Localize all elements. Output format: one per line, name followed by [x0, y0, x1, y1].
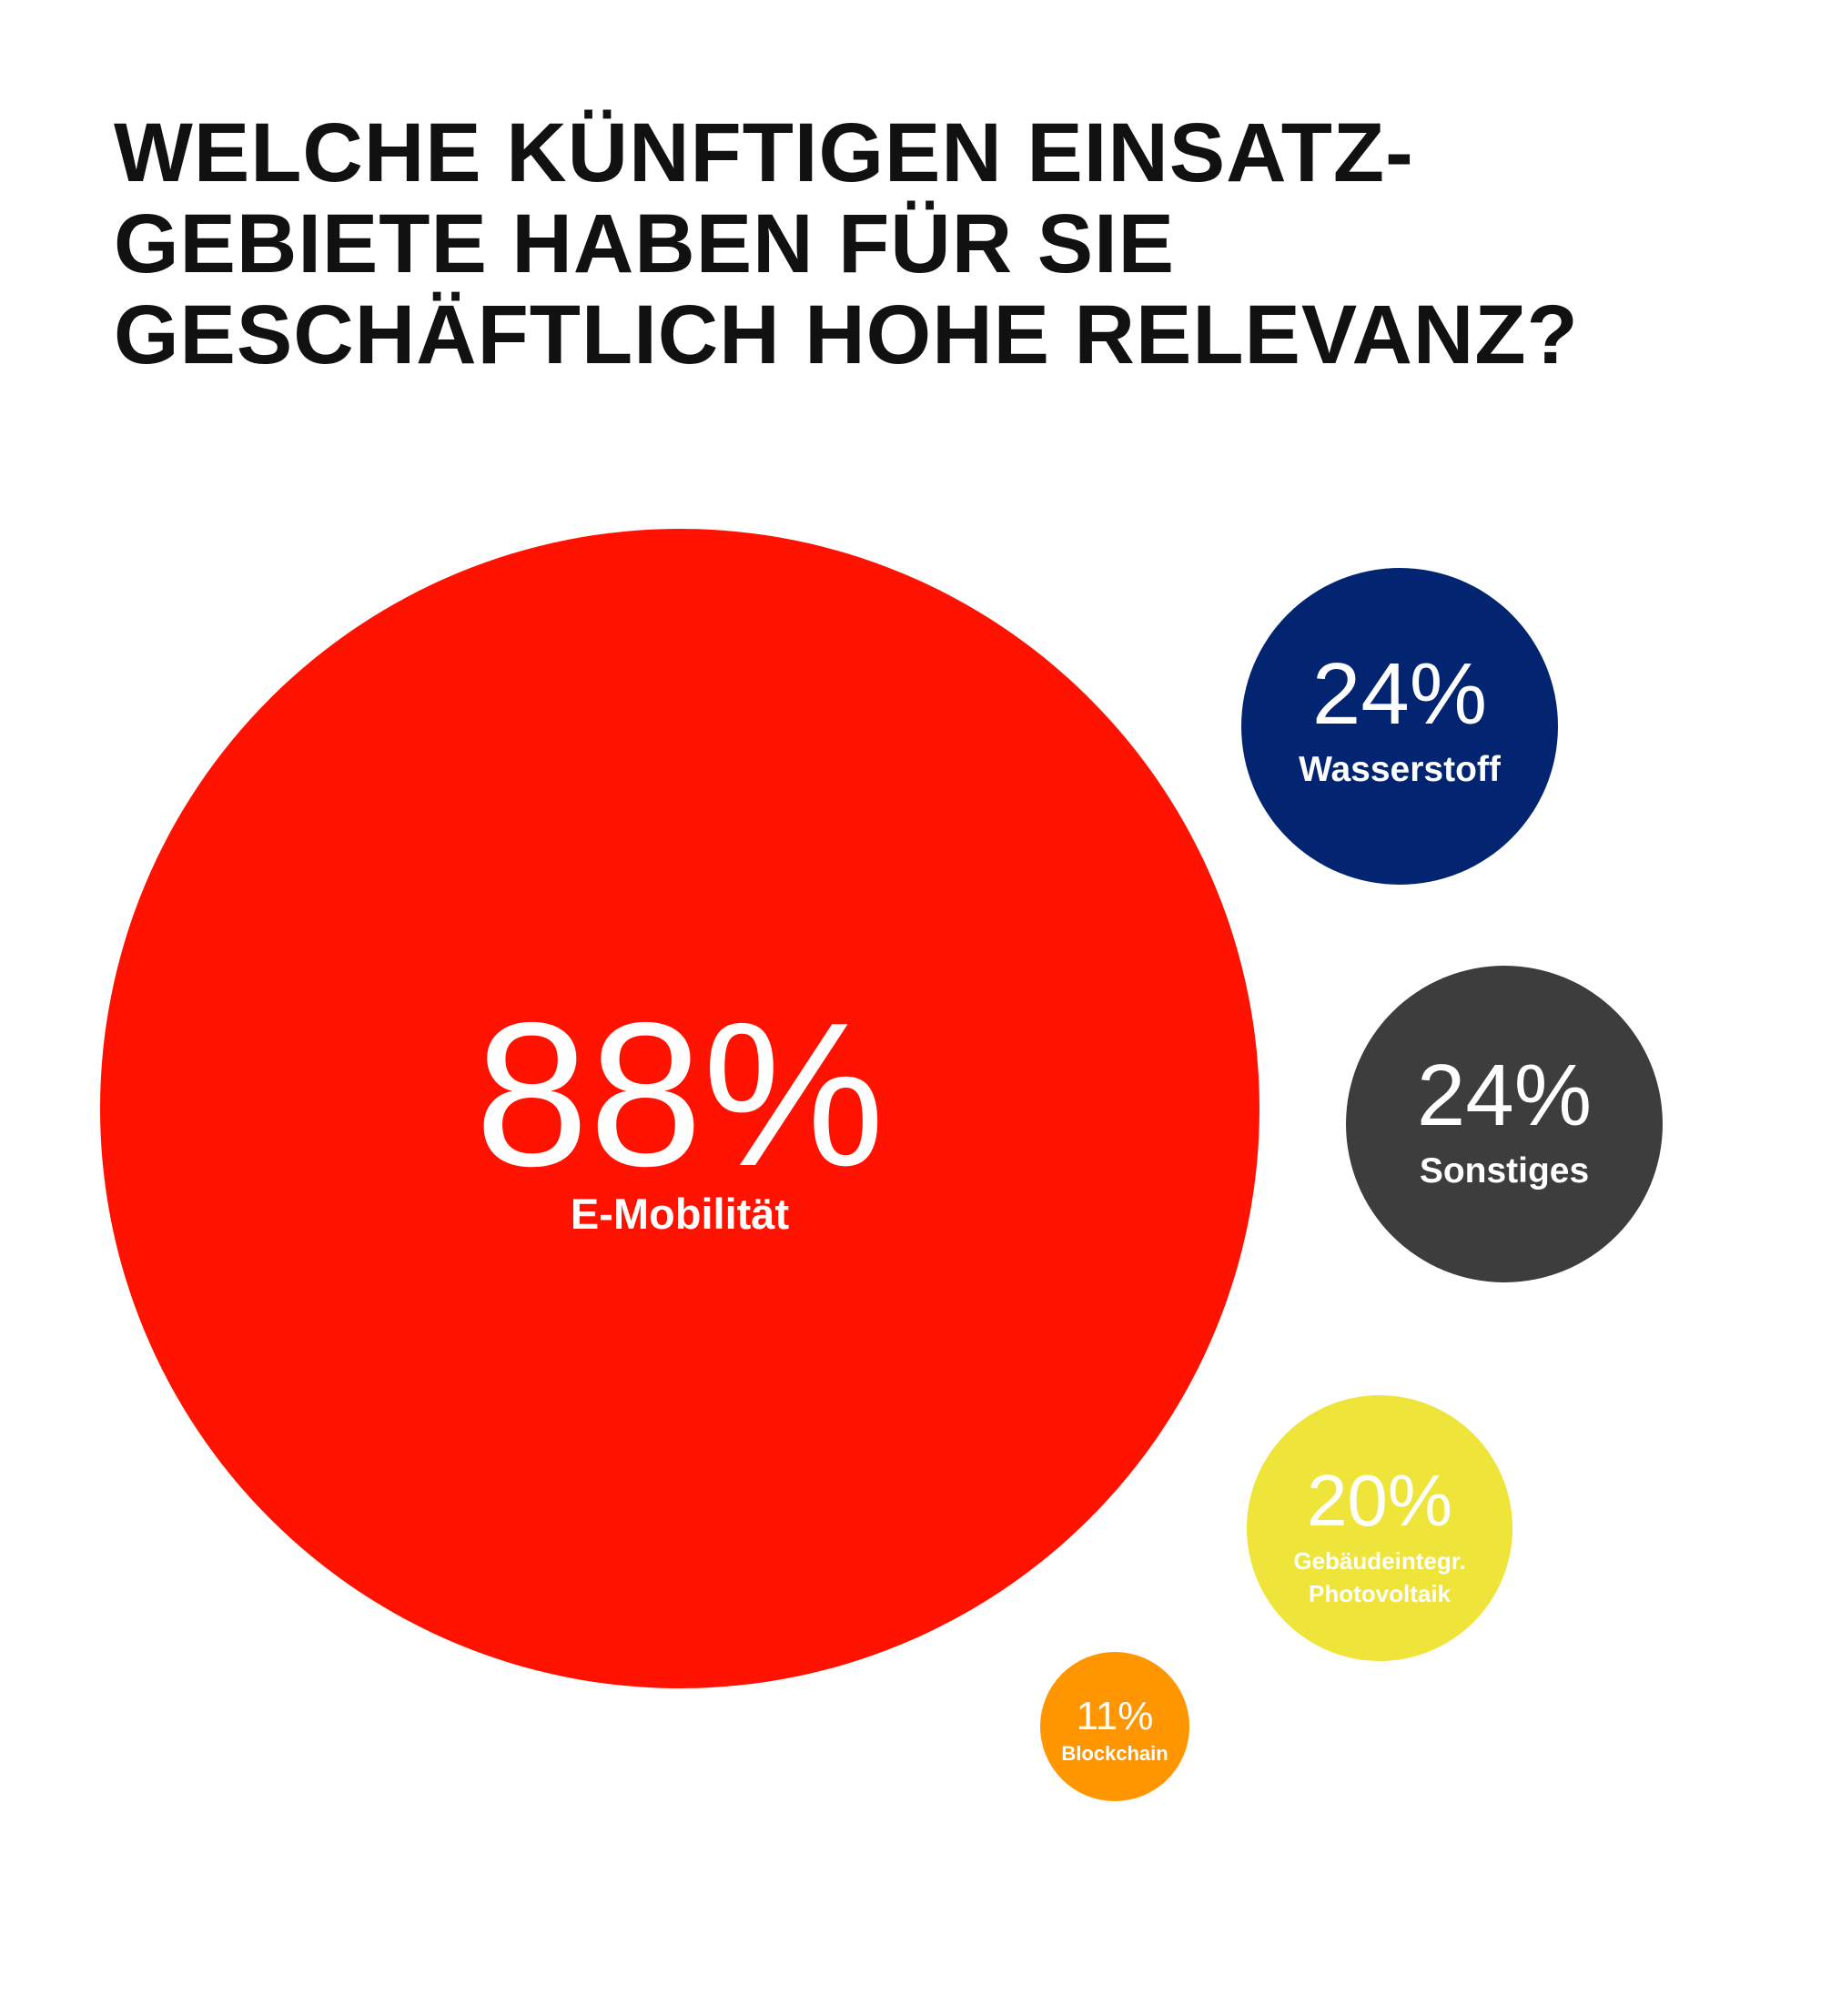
- bubble-value-wasserstoff: 24%: [1312, 645, 1487, 743]
- bubble-value-sonstiges: 24%: [1417, 1047, 1592, 1144]
- bubble-label-photovoltaik-2: Photovoltaik: [1309, 1580, 1452, 1607]
- chart-title-line-2: GEBIETE HABEN FÜR SIE: [114, 198, 1176, 290]
- bubble-label-photovoltaik-1: Gebäudeintegr.: [1293, 1547, 1465, 1575]
- bubble-circle-photovoltaik: [1247, 1395, 1512, 1661]
- chart-title: WELCHE KÜNFTIGEN EINSATZ- GEBIETE HABEN …: [114, 107, 1661, 380]
- bubble-label-emobilitaet: E-Mobilität: [571, 1190, 790, 1238]
- bubble-value-emobilitaet: 88%: [475, 979, 885, 1209]
- bubble-label-blockchain: Blockchain: [1061, 1742, 1168, 1765]
- chart-title-line-3: GESCHÄFTLICH HOHE RELEVANZ?: [114, 289, 1579, 381]
- bubble-sonstiges: 24% Sonstiges: [1346, 966, 1663, 1282]
- bubble-wasserstoff: 24% Wasserstoff: [1241, 568, 1558, 885]
- bubble-photovoltaik: 20% Gebäudeintegr. Photovoltaik: [1247, 1395, 1512, 1661]
- chart-title-line-1: WELCHE KÜNFTIGEN EINSATZ-: [114, 106, 1414, 199]
- bubble-circle-wasserstoff: [1241, 568, 1558, 885]
- bubble-value-photovoltaik: 20%: [1307, 1460, 1452, 1541]
- bubble-blockchain: 11% Blockchain: [1040, 1652, 1189, 1801]
- bubble-circle-sonstiges: [1346, 966, 1663, 1282]
- bubble-label-wasserstoff: Wasserstoff: [1299, 750, 1502, 789]
- bubble-label-sonstiges: Sonstiges: [1420, 1151, 1589, 1190]
- bubble-circle-blockchain: [1040, 1652, 1189, 1801]
- bubble-circle-emobilitaet: [100, 529, 1259, 1688]
- bubble-value-blockchain: 11%: [1077, 1694, 1154, 1738]
- bubble-emobilitaet: 88%E-Mobilität: [100, 529, 1259, 1688]
